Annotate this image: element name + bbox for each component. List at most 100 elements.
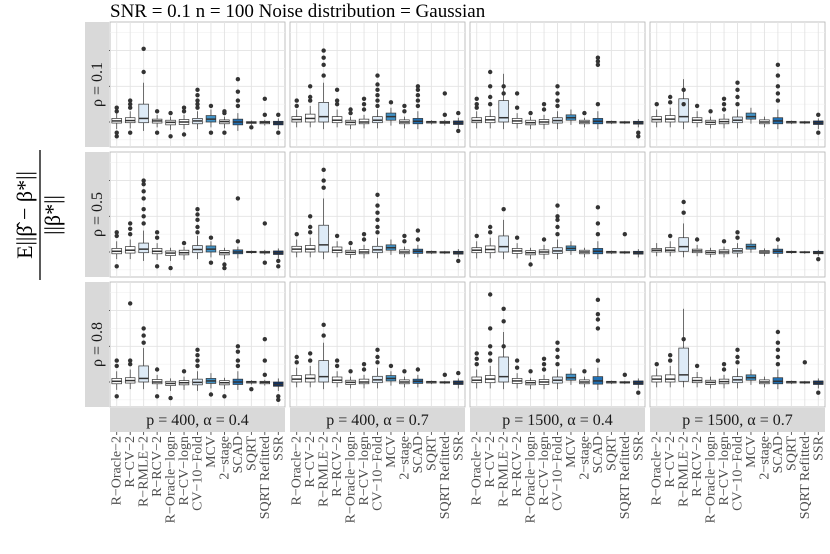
- box-body: [318, 102, 329, 123]
- outlier-point: [114, 233, 119, 239]
- box-10: [412, 84, 424, 130]
- outlier-point: [816, 112, 821, 118]
- outlier-point: [388, 363, 394, 369]
- outlier-point: [735, 235, 740, 240]
- outlier-point: [262, 358, 268, 363]
- outlier-point: [361, 361, 367, 367]
- outlier-point: [141, 326, 146, 331]
- box-4: [151, 230, 163, 269]
- box-3: [318, 167, 329, 260]
- box-1: [111, 230, 122, 269]
- box-1: [111, 358, 122, 399]
- box-5: [165, 110, 176, 139]
- outlier-point: [442, 112, 448, 118]
- box-5: [525, 369, 536, 390]
- outlier-point: [514, 235, 520, 240]
- box-4: [691, 237, 703, 257]
- outlier-point: [141, 178, 146, 183]
- outlier-point: [501, 91, 506, 96]
- box-1: [471, 96, 482, 129]
- outlier-point: [582, 110, 587, 116]
- outlier-point: [474, 351, 479, 356]
- box-2: [124, 301, 136, 390]
- box-5: [345, 369, 356, 389]
- box-7: [372, 347, 383, 389]
- box-10: [772, 237, 784, 258]
- outlier-point: [555, 98, 560, 103]
- x-tick-label: 2−stage: [397, 436, 412, 480]
- box-4: [691, 103, 703, 128]
- outlier-point: [456, 258, 461, 264]
- outlier-point: [127, 361, 133, 367]
- outlier-point: [375, 224, 380, 230]
- box-5: [705, 376, 716, 389]
- outlier-point: [127, 101, 133, 107]
- box-11: [786, 120, 797, 125]
- outlier-point: [294, 98, 299, 103]
- outlier-point: [595, 59, 601, 64]
- outlier-point: [375, 87, 380, 93]
- outlier-point: [667, 353, 673, 358]
- outlier-point: [321, 48, 326, 53]
- x-tick-label: SSR: [451, 435, 466, 461]
- x-tick-label: CV−10−Fold: [731, 436, 746, 511]
- box-body: [318, 224, 329, 253]
- outlier-point: [636, 130, 641, 135]
- outlier-point: [375, 82, 380, 87]
- outlier-point: [735, 360, 740, 365]
- outlier-point: [735, 230, 740, 235]
- box-8: [565, 241, 577, 255]
- outlier-point: [222, 130, 227, 135]
- box-12: [439, 372, 451, 385]
- box-9: [219, 377, 230, 399]
- outlier-point: [541, 367, 547, 372]
- outlier-point: [307, 214, 313, 219]
- outlier-point: [636, 134, 641, 139]
- outlier-point: [595, 317, 601, 322]
- outlier-point: [402, 103, 407, 109]
- outlier-point: [402, 369, 407, 374]
- outlier-point: [141, 196, 146, 201]
- box-7: [192, 87, 203, 130]
- box-2: [124, 98, 136, 135]
- outlier-point: [487, 69, 493, 75]
- outlier-point: [474, 96, 479, 101]
- outlier-point: [375, 354, 380, 360]
- x-tick-label: 2−stage: [577, 436, 592, 480]
- outlier-point: [802, 360, 808, 365]
- outlier-point: [114, 134, 119, 139]
- box-3: [498, 206, 509, 260]
- box-6: [358, 361, 370, 389]
- box-3: [138, 46, 149, 131]
- box-1: [651, 243, 662, 257]
- x-tick-label: R−RMLE−2: [137, 436, 152, 507]
- outlier-point: [415, 93, 421, 98]
- outlier-point: [735, 94, 740, 100]
- outlier-point: [262, 372, 268, 378]
- outlier-point: [541, 237, 547, 242]
- box-13: [453, 370, 464, 389]
- column-strip: [290, 408, 465, 432]
- box-9: [759, 248, 770, 257]
- box-10: [772, 329, 784, 390]
- outlier-point: [181, 105, 187, 110]
- outlier-point: [456, 110, 461, 116]
- box-body: [678, 237, 689, 252]
- box-3: [138, 326, 149, 390]
- outlier-point: [816, 130, 821, 135]
- outlier-point: [415, 84, 421, 89]
- box-1: [291, 354, 302, 388]
- box-4: [511, 358, 523, 389]
- outlier-point: [294, 103, 299, 109]
- x-tick-label: MCV: [384, 436, 399, 468]
- x-tick-label: SCAD: [411, 436, 426, 473]
- column-strip-label: p = 400, α = 0.7: [326, 412, 428, 429]
- outlier-point: [735, 101, 740, 107]
- box-9: [579, 110, 590, 128]
- panel: [649, 151, 826, 278]
- box-12: [799, 360, 811, 385]
- outlier-point: [375, 360, 380, 365]
- outlier-point: [721, 367, 727, 372]
- box-9: [219, 109, 230, 135]
- outlier-point: [195, 87, 200, 93]
